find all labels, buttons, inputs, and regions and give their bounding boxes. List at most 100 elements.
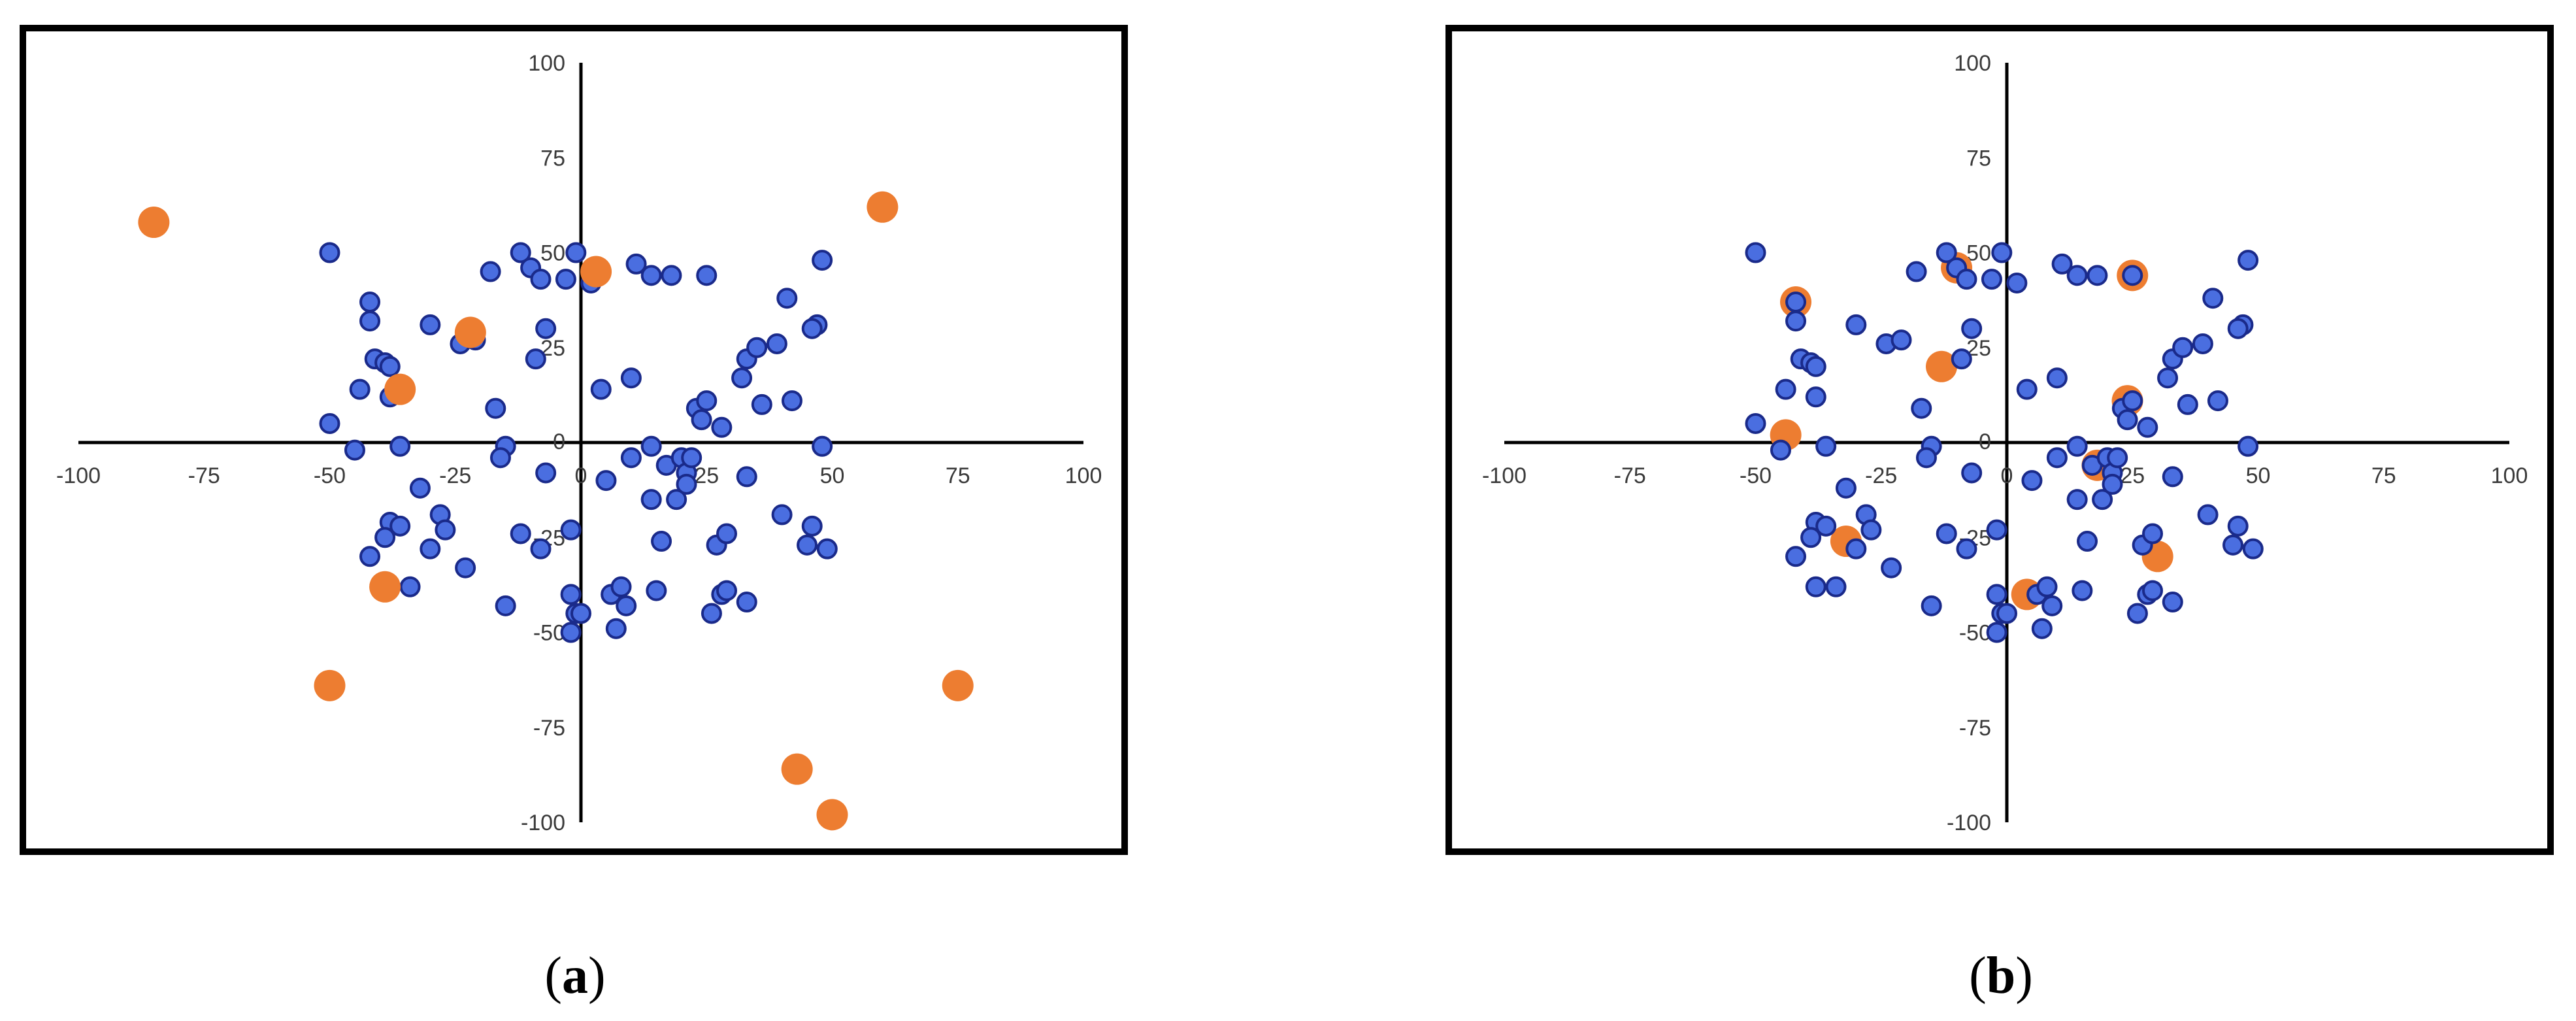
blue-point xyxy=(2046,447,2068,469)
blue-point xyxy=(696,265,718,286)
y-tick-label: -50 xyxy=(533,621,565,646)
blue-point xyxy=(2197,504,2219,526)
blue-point xyxy=(2072,580,2093,601)
y-tick-label: -50 xyxy=(1959,621,1991,646)
blue-point xyxy=(716,580,738,601)
blue-point xyxy=(1785,546,1807,567)
blue-point xyxy=(2202,288,2224,309)
blue-point xyxy=(1825,576,1847,597)
blue-point xyxy=(1906,261,1927,282)
blue-point xyxy=(560,519,582,541)
blue-point xyxy=(1860,519,1882,541)
blue-point xyxy=(359,546,381,567)
x-tick-label: 100 xyxy=(1065,463,1102,488)
x-tick-label: -25 xyxy=(439,463,471,488)
blue-point xyxy=(1986,584,2007,605)
blue-point xyxy=(2077,531,2098,552)
x-tick-label: 0 xyxy=(2001,463,2013,488)
blue-point xyxy=(1770,439,1791,461)
blue-point xyxy=(2066,265,2088,286)
blue-point xyxy=(2092,489,2113,510)
blue-point xyxy=(2122,265,2143,286)
blue-point xyxy=(1805,386,1826,408)
orange-point xyxy=(1926,350,1958,382)
x-tick-label: -50 xyxy=(1740,463,1772,488)
y-tick-label: -100 xyxy=(1947,811,1991,835)
blue-point xyxy=(359,292,381,313)
blue-point xyxy=(379,356,401,377)
blue-point xyxy=(1881,557,1902,578)
blue-point xyxy=(1805,576,1826,597)
blue-point xyxy=(625,253,647,275)
blue-point xyxy=(344,439,365,461)
y-tick-label: 50 xyxy=(540,241,565,266)
blue-point xyxy=(480,261,501,282)
blue-point xyxy=(1745,242,1766,263)
orange-point xyxy=(867,191,899,223)
blue-point xyxy=(812,250,833,271)
blue-point xyxy=(555,269,576,290)
blue-point xyxy=(2237,250,2259,271)
blue-point xyxy=(2006,272,2028,293)
blue-point xyxy=(801,515,823,537)
blue-point xyxy=(766,333,787,354)
orange-point xyxy=(369,571,401,603)
blue-point xyxy=(711,416,733,438)
blue-point xyxy=(1800,527,1822,548)
blue-point xyxy=(535,318,557,339)
blue-point xyxy=(1986,519,2007,541)
x-tick-label: 0 xyxy=(575,463,587,488)
blue-point xyxy=(1961,318,1983,339)
x-tick-label: 50 xyxy=(2246,463,2271,488)
blue-point xyxy=(1815,515,1837,537)
blue-point xyxy=(640,489,662,510)
blue-point xyxy=(1785,292,1807,313)
blue-point xyxy=(1915,447,1937,469)
blue-point xyxy=(2066,435,2088,457)
blue-point xyxy=(435,519,456,541)
orange-point xyxy=(314,669,346,701)
blue-point xyxy=(605,618,627,639)
y-tick-label: -75 xyxy=(1959,716,1991,741)
blue-point xyxy=(525,348,546,370)
blue-point xyxy=(2087,265,2108,286)
y-tick-label: 0 xyxy=(553,429,565,454)
blue-point xyxy=(1956,538,1977,560)
blue-point xyxy=(1981,269,2002,290)
x-tick-label: 25 xyxy=(2120,463,2145,488)
blue-point xyxy=(2142,523,2164,544)
blue-point xyxy=(2142,580,2164,601)
y-tick-label: 0 xyxy=(1979,429,1991,454)
blue-point xyxy=(2051,253,2073,275)
blue-point xyxy=(812,435,833,457)
blue-point xyxy=(2227,318,2249,339)
blue-point xyxy=(1805,356,1826,377)
blue-point xyxy=(2046,367,2068,389)
blue-point xyxy=(616,595,637,616)
blue-point xyxy=(510,242,531,263)
blue-point xyxy=(1815,435,1837,457)
y-tick-label: 75 xyxy=(540,146,565,171)
x-tick-label: -25 xyxy=(1865,463,1897,488)
blue-point xyxy=(731,367,753,389)
blue-point xyxy=(455,557,476,578)
blue-point xyxy=(2162,592,2183,613)
blue-point xyxy=(736,466,757,488)
blue-point xyxy=(2227,515,2249,537)
blue-point xyxy=(640,435,662,457)
x-tick-label: 75 xyxy=(2371,463,2396,488)
blue-point xyxy=(565,242,587,263)
blue-point xyxy=(2107,447,2128,469)
orange-point xyxy=(384,373,416,405)
caption-a: (a) xyxy=(544,947,606,1005)
blue-point xyxy=(1956,269,1977,290)
blue-point xyxy=(1986,622,2007,643)
blue-point xyxy=(1911,397,1932,419)
scatter-plot-b: -100 -75 -50 -25 0 25 50 75 1001007550250-25-50-… xyxy=(1482,51,2528,835)
blue-point xyxy=(716,523,738,544)
blue-point xyxy=(1745,412,1766,434)
chart-panel-a: -100 -75 -50 -25 0 25 50 75 100 100 75 50 25 0 -25 -50-… xyxy=(20,25,1128,855)
blue-point xyxy=(399,576,421,597)
blue-point xyxy=(751,393,772,415)
blue-point xyxy=(2242,538,2264,560)
